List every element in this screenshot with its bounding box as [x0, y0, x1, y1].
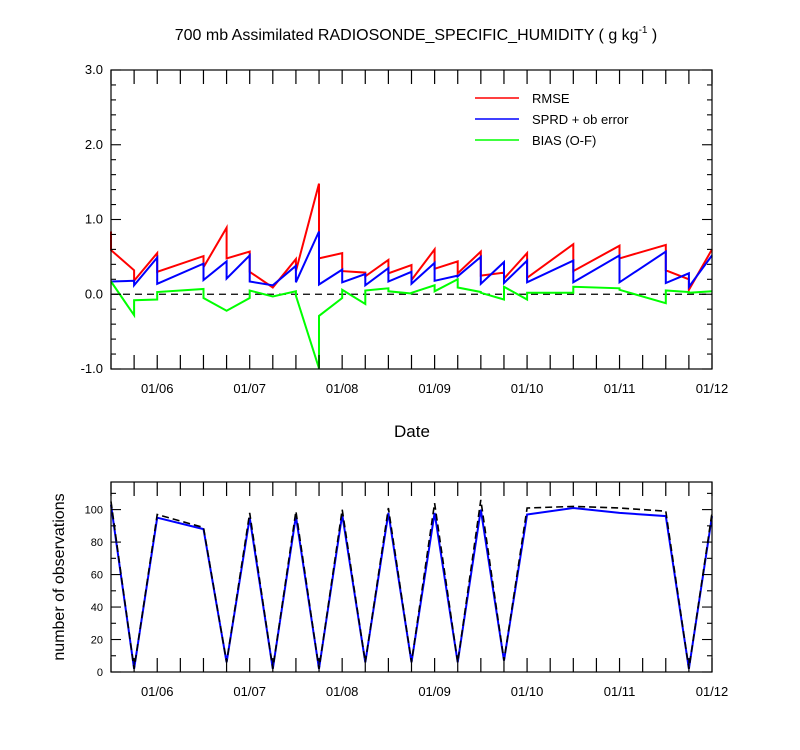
top-chart: 01/06 01/07 01/08 01/09 01/10 01/11 01/12 -1.0 0…: [81, 62, 729, 396]
top-x-tick-label: 01/06: [141, 381, 174, 396]
top-y-tick-label: 2.0: [85, 137, 103, 152]
top-y-tick-label: 3.0: [85, 62, 103, 77]
bottom-chart: 01/06 01/07 01/08 01/09 01/10 01/11 01/12 0 20 40…: [85, 481, 729, 699]
bottom-x-tick-label: 01/10: [511, 684, 544, 699]
bottom-plot-frame: [110, 481, 713, 673]
bottom-x-tick-label: 01/07: [233, 684, 266, 699]
top-series-sprd-ob-error: [110, 231, 713, 290]
bottom-series-possible: [110, 499, 713, 669]
top-x-tick-label: 01/11: [604, 381, 636, 396]
top-y-tick-label: -1.0: [81, 361, 103, 376]
legend-label-sprd-ob-error: SPRD + ob error: [532, 112, 629, 127]
legend-label-bias-o-f-: BIAS (O-F): [532, 133, 596, 148]
bottom-y-tick-label: 80: [91, 537, 103, 549]
top-y-tick-label: 0.0: [85, 286, 103, 301]
top-y-tick-label: 1.0: [85, 212, 103, 227]
bottom-x-tick-label: 01/06: [141, 684, 174, 699]
bottom-x-tick-label: 01/12: [696, 684, 729, 699]
bottom-x-tick-label: 01/09: [418, 684, 451, 699]
top-x-tick-label: 01/09: [418, 381, 451, 396]
bottom-y-tick-label: 40: [91, 602, 103, 614]
top-x-tick-label: 01/10: [511, 381, 544, 396]
bottom-x-tick-label: 01/11: [604, 684, 636, 699]
bottom-y-tick-label: 20: [91, 635, 103, 647]
bottom-y-axis-label: number of observations: [51, 493, 68, 660]
top-x-tick-label: 01/12: [696, 381, 729, 396]
chart-title-main: 700 mb Assimilated RADIOSONDE_SPECIFIC_H…: [175, 27, 639, 44]
top-x-axis-label: Date: [394, 422, 430, 441]
chart-title-suffix: ): [647, 27, 657, 44]
bottom-x-tick-label: 01/08: [326, 684, 359, 699]
bottom-y-tick-label: 60: [91, 570, 103, 582]
bottom-y-tick-label: 0: [97, 667, 103, 679]
bottom-series-assimilated: [110, 504, 713, 669]
top-x-tick-label: 01/08: [326, 381, 359, 396]
chart-title: 700 mb Assimilated RADIOSONDE_SPECIFIC_H…: [175, 25, 658, 44]
top-series-bias-o-f-: [110, 277, 713, 369]
chart-title-superscript: -1: [639, 25, 648, 36]
bottom-y-tick-label: 100: [85, 505, 103, 517]
top-x-tick-label: 01/07: [233, 381, 266, 396]
legend-label-rmse: RMSE: [532, 91, 570, 106]
